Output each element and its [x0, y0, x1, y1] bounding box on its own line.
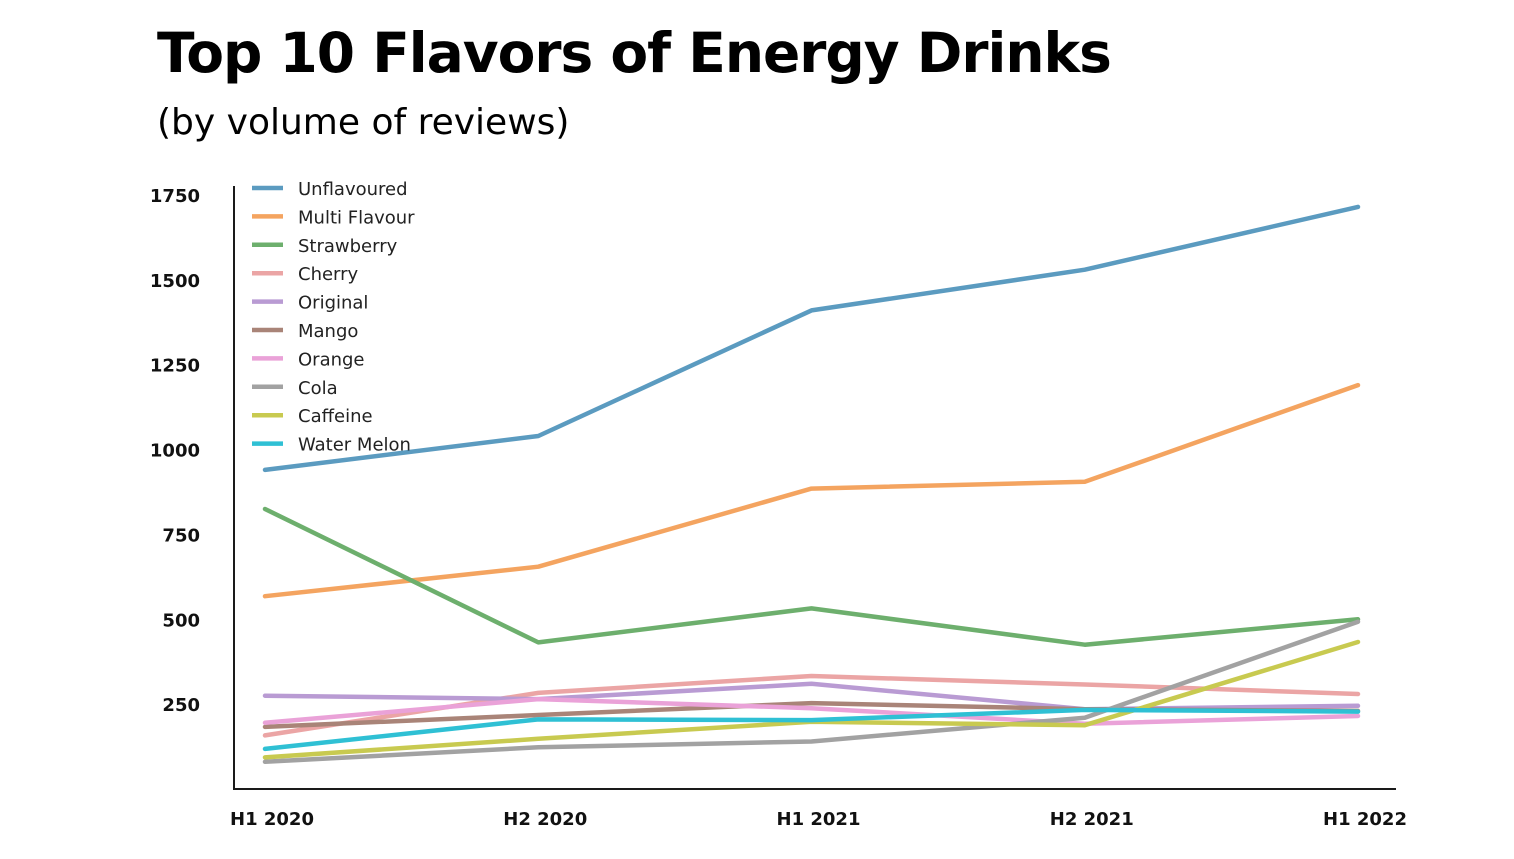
- legend-item: Water Melon: [252, 435, 411, 456]
- chart-subtitle: (by volume of reviews): [157, 102, 570, 143]
- y-tick-label: 250: [162, 695, 200, 716]
- y-tick-label: 1000: [150, 441, 200, 462]
- chart-title: Top 10 Flavors of Energy Drinks: [157, 21, 1112, 85]
- legend-label: Multi Flavour: [298, 207, 415, 228]
- legend-item: Strawberry: [252, 236, 398, 257]
- y-tick-label: 1750: [150, 186, 200, 207]
- y-tick-label: 1250: [150, 356, 200, 377]
- legend-label: Cola: [298, 378, 338, 399]
- legend-label: Original: [298, 293, 368, 314]
- legend-item: Original: [252, 293, 368, 314]
- legend-label: Mango: [298, 321, 358, 342]
- legend-item: Caffeine: [252, 406, 373, 427]
- legend-item: Orange: [252, 349, 365, 370]
- y-tick-label: 1500: [150, 271, 200, 292]
- series-line-strawberry: [262, 506, 1361, 647]
- y-tick-label: 750: [162, 525, 200, 546]
- legend-item: Multi Flavour: [252, 207, 415, 228]
- series-line-orange: [262, 696, 1361, 727]
- legend-label: Unflavoured: [298, 179, 408, 200]
- legend-item: Cherry: [252, 264, 359, 285]
- legend-label: Orange: [298, 349, 365, 370]
- chart-axes: 250 500 750 1000 1250 1500 1750 H1 2020 H2 2020 H…: [150, 186, 1407, 830]
- legend-label: Strawberry: [298, 236, 398, 257]
- x-tick-label: H1 2022: [1323, 809, 1407, 830]
- y-tick-label: 500: [162, 610, 200, 631]
- legend-item: Mango: [252, 321, 358, 342]
- series-line-unflavoured: [262, 204, 1361, 473]
- x-tick-label: H1 2020: [230, 809, 314, 830]
- legend-label: Cherry: [298, 264, 359, 285]
- chart-legend: Unflavoured Multi Flavour Strawberry Cherry…: [252, 179, 415, 456]
- legend-item: Unflavoured: [252, 179, 408, 200]
- x-tick-label: H2 2021: [1050, 809, 1134, 830]
- x-tick-label: H1 2021: [777, 809, 861, 830]
- legend-label: Water Melon: [298, 435, 411, 456]
- legend-label: Caffeine: [298, 406, 373, 427]
- x-tick-label: H2 2020: [503, 809, 587, 830]
- series-line-multi-flavour: [262, 382, 1361, 599]
- legend-item: Cola: [252, 378, 338, 399]
- series-lines: [262, 204, 1361, 765]
- series-line-cola: [262, 619, 1361, 765]
- series-line-water-melon: [262, 707, 1361, 752]
